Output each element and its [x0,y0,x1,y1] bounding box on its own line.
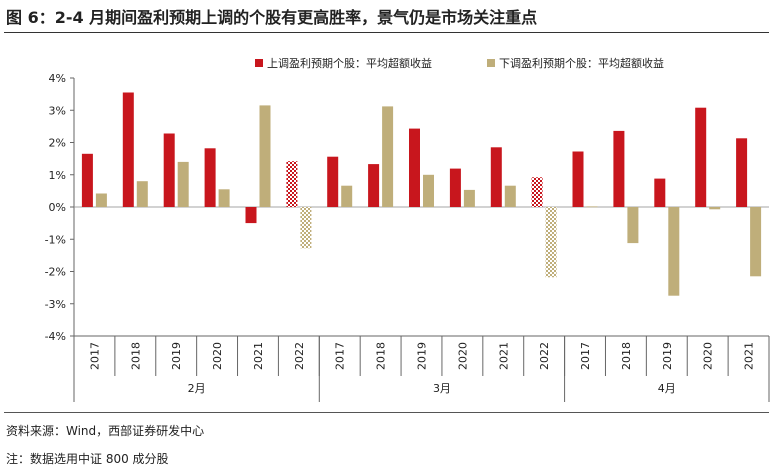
bar-downgrade [218,189,230,207]
footer-divider [4,412,769,413]
bar-upgrade [122,92,134,207]
legend-label-downgrade: 下调盈利预期个股：平均超额收益 [499,56,664,70]
bar-downgrade [750,207,762,277]
bar-upgrade [449,168,461,207]
footnote: 注：数据选用中证 800 成分股 [6,452,169,466]
bar-downgrade [545,207,557,278]
legend-swatch-downgrade [487,59,495,67]
x-tick-label: 2020 [456,342,469,370]
y-tick-label: 2% [49,137,66,150]
bar-upgrade [695,107,707,207]
bar-upgrade [490,147,502,207]
y-tick-label: 1% [49,169,66,182]
x-tick-label: 2017 [334,342,347,370]
y-tick-label: 3% [49,104,66,117]
bar-upgrade [368,164,380,207]
bar-downgrade [463,189,475,207]
y-tick-label: -1% [45,233,66,246]
bar-downgrade [586,206,598,208]
bar-downgrade [709,207,721,210]
x-tick-label: 2018 [129,342,142,370]
group-label: 2月 [188,382,206,395]
bar-downgrade [382,106,394,207]
group-label: 4月 [658,382,676,395]
y-tick-label: -4% [45,330,66,343]
bar-upgrade [327,156,339,207]
source-note: 资料来源：Wind，西部证券研发中心 [6,424,205,438]
bar-downgrade [177,161,189,207]
x-tick-label: 2018 [620,342,633,370]
bar-upgrade [409,128,420,207]
y-tick-label: 0% [49,201,66,214]
x-tick-label: 2018 [375,342,388,370]
bar-upgrade [245,207,257,224]
y-tick-label: -3% [45,298,66,311]
group-label: 3月 [433,382,451,395]
bar-upgrade [572,151,584,207]
x-tick-label: 2021 [497,342,510,370]
bar-upgrade [654,178,666,207]
bar-upgrade [531,177,543,207]
x-tick-label: 2019 [416,342,429,370]
x-tick-label: 2022 [293,342,306,370]
bar-downgrade [136,181,148,207]
chart-title: 图 6：2-4 月期间盈利预期上调的个股有更高胜率，景气仍是市场关注重点 [6,8,538,27]
y-tick-label: 4% [49,72,66,85]
bar-downgrade [341,185,353,207]
x-tick-label: 2021 [743,342,756,370]
bar-downgrade [668,207,680,296]
bar-downgrade [300,207,312,249]
x-tick-label: 2017 [579,342,592,370]
title-divider [4,32,769,33]
x-tick-label: 2019 [170,342,183,370]
legend-swatch-upgrade [255,59,263,67]
bar-downgrade [627,207,639,244]
x-tick-label: 2020 [211,342,224,370]
bar-upgrade [163,133,175,207]
bar-upgrade [286,161,298,207]
bar-upgrade [613,130,625,207]
x-tick-label: 2019 [661,342,674,370]
bar-chart: 4% 3% 2% 1% 0% -1% -2% -3% -4% 2017 2018 2019 2020 2… [45,56,770,402]
x-tick-label: 2022 [538,342,551,370]
legend-label-upgrade: 上调盈利预期个股：平均超额收益 [267,56,432,70]
x-tick-label: 2021 [252,342,265,370]
x-tick-label: 2020 [702,342,715,370]
bar-downgrade [504,185,516,207]
bar-upgrade [204,148,216,207]
x-tick-label: 2017 [88,342,101,370]
bar-downgrade [259,105,271,207]
bar-downgrade [95,193,107,207]
bar-downgrade [423,174,434,208]
bar-upgrade [736,138,748,207]
bar-upgrade [81,153,93,207]
y-tick-label: -2% [45,266,66,279]
